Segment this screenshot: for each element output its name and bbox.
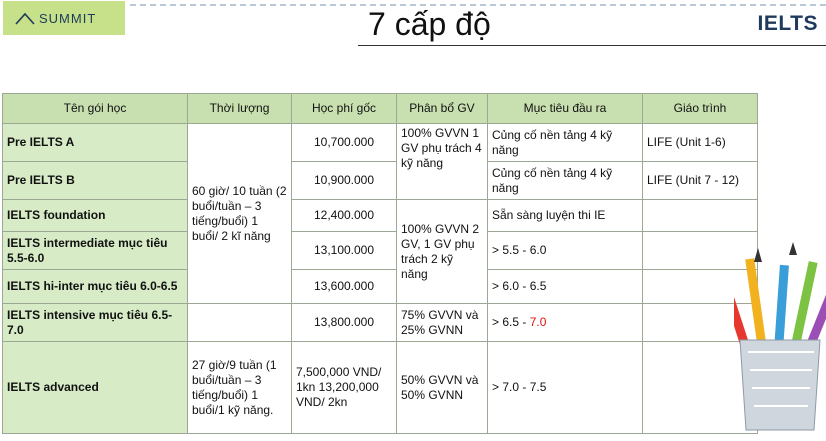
book-cell: LIFE (Unit 7 - 12) bbox=[642, 161, 758, 200]
book-cell: LIFE (Unit 1-6) bbox=[642, 123, 758, 162]
header-cell: Phân bổ GV bbox=[396, 93, 488, 124]
course-name: Pre IELTS A bbox=[2, 123, 188, 162]
fee-cell: 13,100.000 bbox=[291, 231, 397, 270]
fee-cell: 13,600.000 bbox=[291, 269, 397, 304]
cup-icon bbox=[739, 339, 821, 431]
header-cell: Giáo trình bbox=[642, 93, 758, 124]
duration-cell bbox=[187, 303, 292, 342]
table-row: IELTS advanced 27 giờ/9 tuần (1 buổi/tuầ… bbox=[2, 341, 758, 434]
mountain-icon bbox=[15, 12, 35, 25]
fee-cell: 7,500,000 VND/ 1kn 13,200,000 VND/ 2kn bbox=[291, 341, 397, 434]
header-cell: Thời lượng bbox=[187, 93, 292, 124]
course-name: IELTS foundation bbox=[2, 199, 188, 232]
target-cell: > 6.0 - 6.5 bbox=[487, 269, 643, 304]
fee-cell: 10,900.000 bbox=[291, 161, 397, 200]
teacher-cell: 100% GVVN 1 GV phụ trách 4 kỹ năng bbox=[396, 123, 488, 200]
teacher-cell: 75% GVVN và 25% GVNN bbox=[396, 303, 488, 342]
teacher-cell: 100% GVVN 2 GV, 1 GV phụ trách 2 kỹ năng bbox=[396, 199, 488, 304]
top-dashed-line bbox=[130, 4, 826, 6]
pencil-cup-illustration bbox=[734, 242, 826, 431]
table-row: Pre IELTS A 60 giờ/ 10 tuần (2 buổi/tuần… bbox=[2, 123, 758, 304]
header-cell: Tên gói học bbox=[2, 93, 188, 124]
target-cell: > 5.5 - 6.0 bbox=[487, 231, 643, 270]
table-row: Pre IELTS B 10,900.000 Củng cố nền tảng … bbox=[2, 161, 758, 200]
page-title: 7 cấp độ bbox=[368, 6, 491, 42]
title-underline bbox=[358, 45, 826, 46]
course-name: IELTS advanced bbox=[2, 341, 188, 434]
duration-cell: 27 giờ/9 tuần (1 buổi/tuần – 3 tiếng/buổ… bbox=[187, 341, 292, 434]
header-row: Tên gói học Thời lượng Học phí gốc Phân … bbox=[2, 93, 758, 124]
course-name: Pre IELTS B bbox=[2, 161, 188, 200]
table-row: IELTS intermediate mục tiêu 5.5-6.0 13,1… bbox=[2, 231, 758, 270]
summit-logo: SUMMIT bbox=[3, 1, 125, 35]
book-cell bbox=[642, 199, 758, 232]
pencils-icon bbox=[734, 242, 826, 357]
fee-cell: 10,700.000 bbox=[291, 123, 397, 162]
course-name: IELTS intermediate mục tiêu 5.5-6.0 bbox=[2, 231, 188, 270]
brand-label: IELTS bbox=[757, 12, 818, 35]
course-name: IELTS intensive mục tiêu 6.5-7.0 bbox=[2, 303, 188, 342]
table-row: IELTS foundation 12,400.000 100% GVVN 2 … bbox=[2, 199, 758, 304]
header-cell: Học phí gốc bbox=[291, 93, 397, 124]
fee-cell: 12,400.000 bbox=[291, 199, 397, 232]
target-cell: > 7.0 - 7.5 bbox=[487, 341, 643, 434]
course-table: Tên gói học Thời lượng Học phí gốc Phân … bbox=[2, 93, 758, 434]
course-name: IELTS hi-inter mục tiêu 6.0-6.5 bbox=[2, 269, 188, 304]
logo-text: SUMMIT bbox=[39, 10, 97, 26]
target-cell: > 6.5 - 7.0 bbox=[487, 303, 643, 342]
table-row: IELTS intensive mục tiêu 6.5-7.0 13,800.… bbox=[2, 303, 758, 342]
target-cell: Củng cố nền tảng 4 kỹ năng bbox=[487, 123, 643, 162]
target-cell: Sẵn sàng luyện thi IE bbox=[487, 199, 643, 232]
target-cell: Củng cố nền tảng 4 kỹ năng bbox=[487, 161, 643, 200]
target-prefix: > 6.5 - bbox=[492, 315, 530, 329]
fee-cell: 13,800.000 bbox=[291, 303, 397, 342]
teacher-cell: 50% GVVN và 50% GVNN bbox=[396, 341, 488, 434]
header-cell: Mục tiêu đầu ra bbox=[487, 93, 643, 124]
table-row: IELTS hi-inter mục tiêu 6.0-6.5 13,600.0… bbox=[2, 269, 758, 304]
target-highlight: 7.0 bbox=[529, 315, 547, 329]
duration-cell: 60 giờ/ 10 tuần (2 buổi/tuần – 3 tiếng/b… bbox=[187, 123, 292, 304]
